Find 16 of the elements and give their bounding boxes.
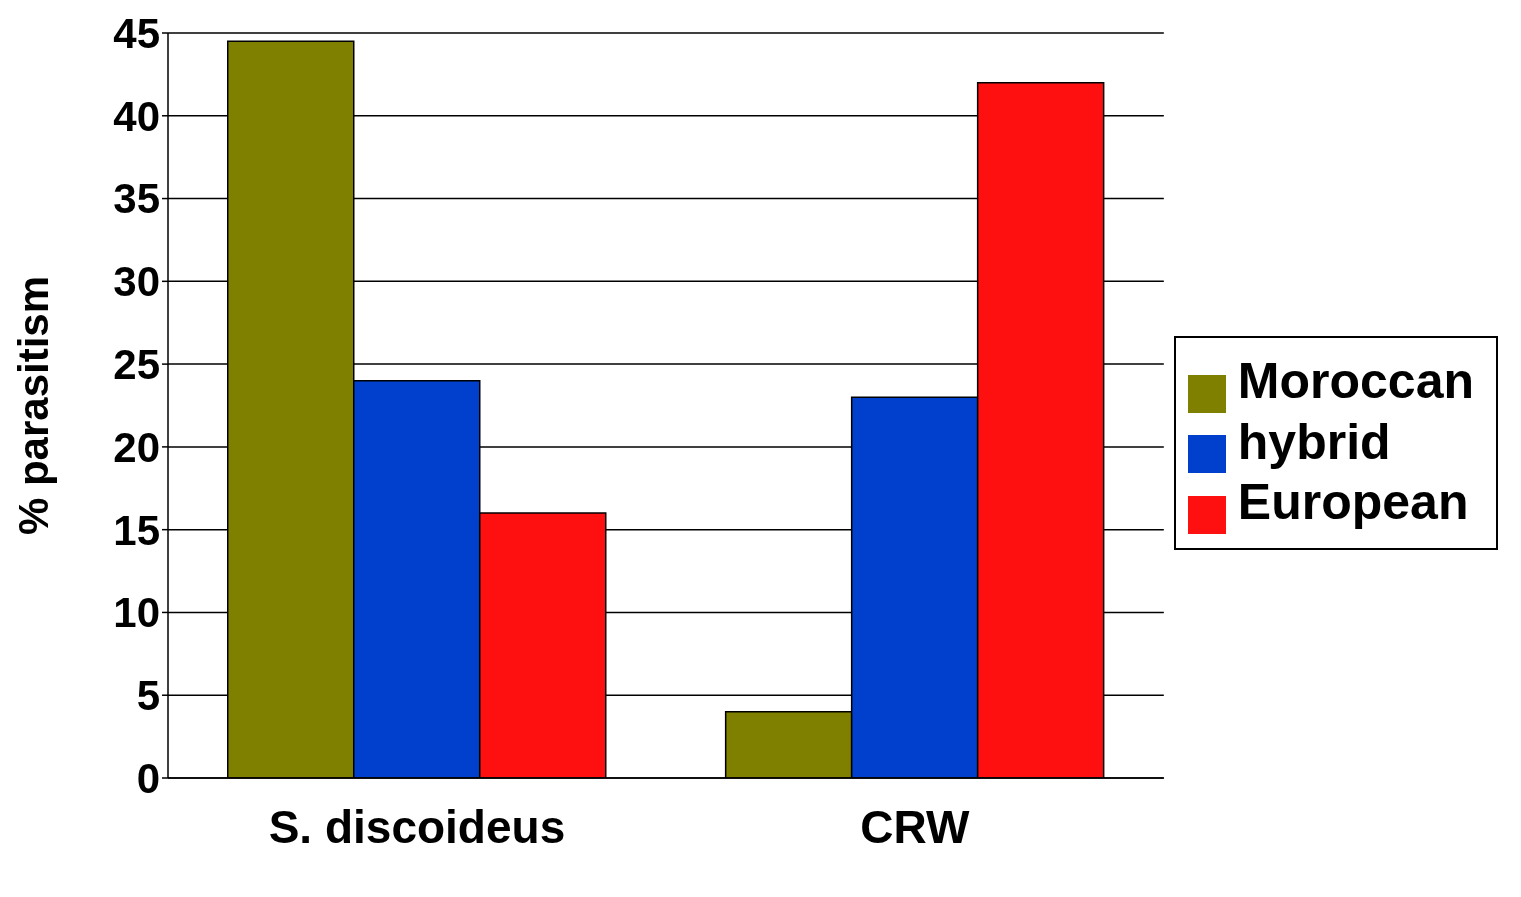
legend-label: European bbox=[1237, 474, 1469, 531]
y-axis-title: % parasitism bbox=[9, 275, 57, 536]
x-tick-label: CRW bbox=[860, 800, 970, 853]
legend-label: hybrid bbox=[1237, 413, 1391, 470]
y-tick-label: 20 bbox=[113, 423, 160, 471]
y-tick-label: 30 bbox=[113, 258, 160, 306]
y-tick-label: 45 bbox=[113, 9, 160, 57]
y-tick-label: 25 bbox=[113, 341, 160, 389]
y-tick-label: 40 bbox=[113, 92, 160, 140]
y-tick-label: 10 bbox=[113, 589, 160, 637]
y-tick-label: 35 bbox=[113, 175, 160, 223]
y-tick-label: 15 bbox=[113, 506, 160, 554]
y-tick-label: 5 bbox=[136, 672, 160, 720]
legend-label: Moroccan bbox=[1237, 352, 1474, 409]
y-tick-label: 0 bbox=[136, 754, 160, 802]
x-tick-label: S. discoideus bbox=[268, 800, 566, 853]
